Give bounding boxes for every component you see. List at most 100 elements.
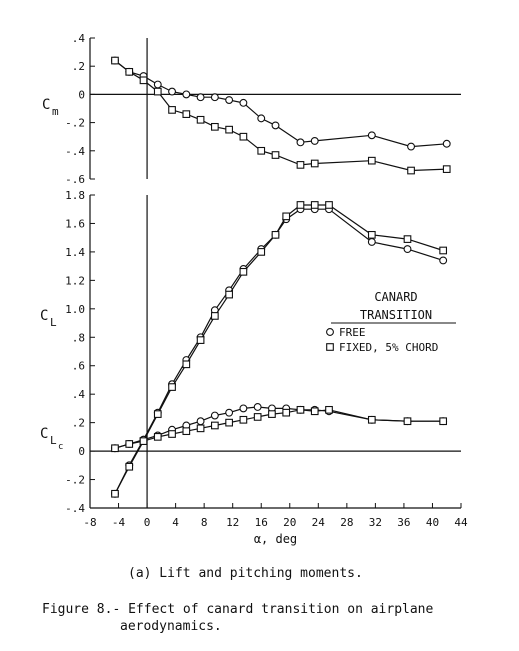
cl-y-tick-label: 1.2 (65, 274, 85, 287)
cl-series-3-point (211, 421, 219, 430)
cm-series-0-point (225, 96, 234, 104)
cl-series-1-point (310, 201, 319, 209)
x-tick-label: 32 (369, 516, 382, 529)
cl-series-1-point (439, 246, 448, 255)
cl-series-3-line (114, 409, 444, 449)
cm-series-1-point (225, 125, 233, 134)
cl-y-tick-label: 1.0 (65, 303, 85, 316)
legend-marker (326, 328, 334, 336)
cl-series-3-point (439, 417, 448, 426)
cm-series-0-point (442, 139, 451, 148)
cl-y-tick-label: .8 (72, 331, 85, 344)
cm-series-1-point (367, 156, 376, 165)
cl-y-tick-label: .2 (72, 417, 85, 430)
cm-y-tick-label: 0 (78, 88, 85, 101)
cm-series-0-point (271, 121, 280, 130)
cl-series-2-point (196, 417, 205, 426)
x-tick-label: 16 (255, 516, 268, 529)
cl-series-1-point (111, 489, 119, 498)
legend-label: FIXED, 5% CHORD (339, 341, 438, 354)
cm-y-label-subscript: m (52, 105, 59, 118)
cl-series-3-point (182, 427, 191, 436)
cl-series-1-point (296, 201, 305, 209)
x-tick-label: 20 (283, 516, 296, 529)
legend-title-line1: CANARD (374, 290, 417, 304)
cl-series-3-point (282, 408, 291, 417)
cm-series-1-point (296, 161, 305, 169)
cl-series-3-point (253, 413, 262, 421)
cm-series-0-line (114, 60, 447, 148)
cl-series-1-point (153, 410, 162, 418)
cl-series-1-point (168, 383, 176, 391)
cm-series-1-point (407, 166, 415, 175)
cl-series-3-point (225, 418, 233, 427)
cl-series-3-point (139, 437, 148, 445)
cl-series-3-point (310, 407, 319, 416)
figure-caption-line1: Figure 8.- Effect of canard transition o… (42, 602, 434, 617)
x-tick-label: -4 (112, 516, 126, 529)
cm-series-0-point (239, 98, 248, 107)
cl-series-3-point (268, 410, 276, 418)
cm-series-0-point (407, 142, 416, 151)
clc-y-label-subscript: L (50, 434, 57, 447)
cl-series-3-point (296, 405, 305, 414)
cm-series-1-line (114, 60, 447, 172)
cl-series-1-point (271, 230, 280, 239)
cm-series-0-point (168, 87, 176, 96)
x-tick-label: -8 (83, 516, 96, 529)
cl-panel: 1.8 1.6 1.4 1.2 1.0 .8 .6 .4 .2 0 -.2 -.4-8 -4 0 4 8 12 1… (40, 189, 468, 546)
cl-series-2-point (225, 408, 234, 417)
cl-series-1-point (125, 462, 134, 471)
x-axis-label: α, deg (254, 532, 297, 546)
cl-series-1-point (239, 267, 248, 276)
clc-y-label-subsubscript: c (58, 442, 63, 452)
cm-y-tick-label: -.6 (65, 173, 85, 186)
cm-series-1-point (271, 151, 280, 159)
cl-series-3-point (239, 415, 248, 424)
cl-series-1-point (182, 360, 191, 369)
cm-panel: .4 .2 0 -.2 -.4 -.6 C m (42, 32, 461, 186)
x-tick-label: 8 (201, 516, 208, 529)
cl-y-tick-label: 1.6 (65, 217, 85, 230)
cl-series-2-point (210, 411, 219, 420)
cm-series-1-point (239, 132, 248, 141)
cm-series-0-point (296, 138, 305, 147)
cl-y-tick-label: 1.8 (65, 189, 85, 202)
x-tick-label: 0 (144, 516, 151, 529)
cm-y-label: C (42, 97, 50, 113)
cm-series-1-point (196, 115, 205, 124)
cl-y-tick-label: .4 (72, 388, 86, 401)
x-tick-label: 44 (454, 516, 468, 529)
x-tick-label: 40 (426, 516, 439, 529)
cl-series-1-point (325, 201, 333, 209)
cm-series-0-point (182, 90, 191, 99)
cm-series-1-point (153, 87, 162, 96)
cl-series-3-point (325, 405, 333, 414)
cl-series-2-point (253, 403, 262, 411)
cm-series-1-point (211, 122, 219, 131)
cm-series-1-point (111, 56, 119, 65)
cl-series-1-point (196, 336, 205, 344)
figure-caption-line2: aerodynamics. (120, 619, 222, 634)
cm-series-0-point (210, 93, 219, 102)
legend-marker (326, 343, 334, 351)
x-tick-label: 36 (397, 516, 410, 529)
cl-series-1-point (257, 248, 266, 256)
cl-y-tick-label: 0 (78, 445, 85, 458)
x-tick-label: 28 (340, 516, 353, 529)
cm-series-0-point (153, 80, 162, 89)
cm-series-0-point (196, 93, 205, 102)
x-tick-label: 12 (226, 516, 239, 529)
cm-series-1-point (310, 159, 319, 168)
cl-series-3-point (367, 415, 376, 424)
cl-series-1-point (225, 290, 233, 299)
x-tick-label: 4 (172, 516, 179, 529)
cl-series-1-point (211, 312, 219, 320)
cl-series-0-point (439, 256, 448, 265)
cl-series-3-point (196, 424, 205, 433)
cl-series-1-point (367, 230, 376, 239)
cl-series-1-point (282, 212, 291, 221)
cm-series-1-point (125, 67, 134, 76)
cl-series-3-point (403, 417, 412, 426)
